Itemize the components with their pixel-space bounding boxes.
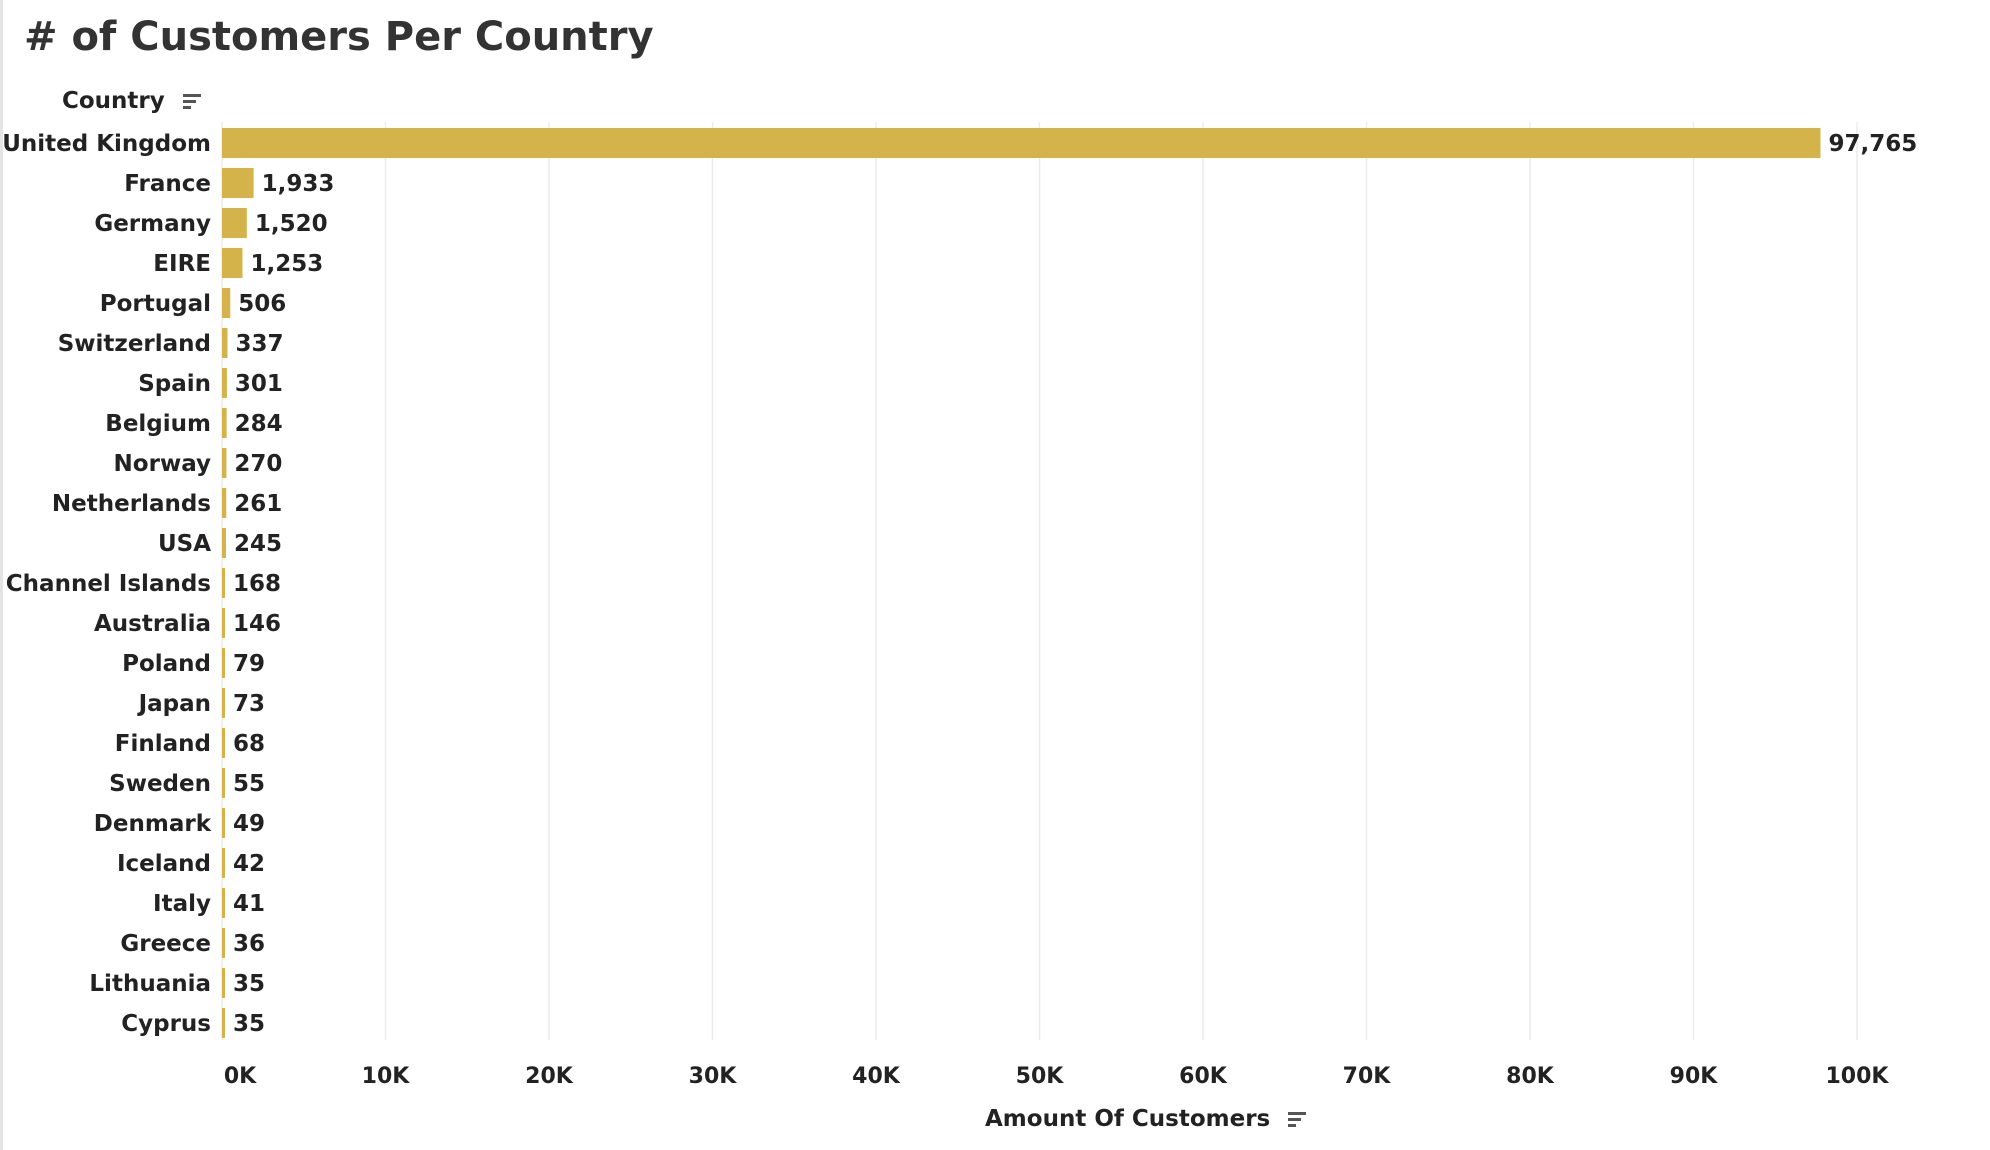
category-label: Channel Islands xyxy=(6,571,211,597)
category-label: Poland xyxy=(122,651,211,677)
bar[interactable] xyxy=(222,128,1821,158)
x-tick-label: 70K xyxy=(1343,1064,1392,1089)
category-label: Denmark xyxy=(94,811,212,837)
x-tick-label: 30K xyxy=(689,1064,738,1089)
y-axis-title: Country xyxy=(62,88,165,114)
value-label: 73 xyxy=(233,691,265,717)
value-label: 261 xyxy=(234,491,282,517)
category-label: Sweden xyxy=(109,771,211,797)
x-tick-label: 20K xyxy=(525,1064,574,1089)
sort-icon[interactable] xyxy=(182,91,201,112)
x-tick-label: 10K xyxy=(362,1064,411,1089)
value-label: 41 xyxy=(233,891,265,917)
value-label: 284 xyxy=(235,411,283,437)
value-label: 270 xyxy=(234,451,282,477)
value-label: 337 xyxy=(236,331,284,357)
value-label: 35 xyxy=(233,971,265,997)
category-label: Netherlands xyxy=(52,491,211,517)
bar[interactable] xyxy=(222,528,227,558)
category-label: Cyprus xyxy=(121,1011,211,1037)
bar[interactable] xyxy=(222,848,225,878)
bar[interactable] xyxy=(222,808,225,838)
x-tick-label: 60K xyxy=(1179,1064,1228,1089)
value-label: 1,253 xyxy=(250,251,323,277)
bar[interactable] xyxy=(222,448,227,478)
value-label: 1,933 xyxy=(262,171,335,197)
sort-icon[interactable] xyxy=(1288,1109,1307,1130)
value-label: 146 xyxy=(233,611,281,637)
bar[interactable] xyxy=(222,608,225,638)
value-label: 42 xyxy=(233,851,265,877)
x-axis-title: Amount Of Customers xyxy=(985,1106,1271,1132)
bar[interactable] xyxy=(222,648,225,678)
category-label: Finland xyxy=(115,731,211,757)
category-label: USA xyxy=(158,531,211,557)
category-label: Italy xyxy=(153,891,211,917)
bar[interactable] xyxy=(222,928,225,958)
category-label: Germany xyxy=(94,211,211,237)
value-label: 97,765 xyxy=(1828,131,1917,157)
bar[interactable] xyxy=(222,688,225,718)
bar[interactable] xyxy=(222,1008,225,1038)
category-label: France xyxy=(124,171,211,197)
x-tick-label: 0K xyxy=(224,1064,257,1089)
category-label: United Kingdom xyxy=(2,131,211,157)
category-label: Australia xyxy=(94,611,211,637)
x-tick-label: 90K xyxy=(1670,1064,1719,1089)
value-label: 68 xyxy=(233,731,265,757)
value-label: 55 xyxy=(233,771,265,797)
x-tick-label: 80K xyxy=(1506,1064,1555,1089)
x-axis-header[interactable]: Amount Of Customers xyxy=(985,1106,1307,1132)
category-label: Japan xyxy=(137,691,211,717)
category-label: Lithuania xyxy=(89,971,211,997)
bar[interactable] xyxy=(222,568,225,598)
category-label: EIRE xyxy=(153,251,211,277)
value-label: 1,520 xyxy=(255,211,328,237)
bar[interactable] xyxy=(222,248,243,278)
category-label: Belgium xyxy=(105,411,211,437)
category-label: Iceland xyxy=(117,851,211,877)
bar[interactable] xyxy=(222,488,227,518)
bar[interactable] xyxy=(222,328,228,358)
value-label: 168 xyxy=(233,571,281,597)
category-label: Portugal xyxy=(100,291,211,317)
bar[interactable] xyxy=(222,368,227,398)
chart-title: # of Customers Per Country xyxy=(24,14,654,60)
category-label: Greece xyxy=(120,931,211,957)
x-tick-label: 50K xyxy=(1016,1064,1065,1089)
value-label: 506 xyxy=(238,291,286,317)
y-axis-header[interactable]: Country xyxy=(62,88,201,114)
value-label: 245 xyxy=(234,531,282,557)
bar[interactable] xyxy=(222,408,227,438)
value-label: 49 xyxy=(233,811,265,837)
x-tick-label: 100K xyxy=(1826,1064,1890,1089)
bar[interactable] xyxy=(222,288,231,318)
x-tick-label: 40K xyxy=(852,1064,901,1089)
value-label: 36 xyxy=(233,931,265,957)
value-label: 301 xyxy=(235,371,283,397)
value-label: 35 xyxy=(233,1011,265,1037)
left-border xyxy=(0,0,3,1150)
bar[interactable] xyxy=(222,888,225,918)
bar[interactable] xyxy=(222,768,225,798)
value-label: 79 xyxy=(233,651,265,677)
bar[interactable] xyxy=(222,168,254,198)
bar[interactable] xyxy=(222,968,225,998)
category-label: Spain xyxy=(138,371,211,397)
bar[interactable] xyxy=(222,208,247,238)
category-label: Norway xyxy=(114,451,211,477)
bar[interactable] xyxy=(222,728,225,758)
category-label: Switzerland xyxy=(58,331,211,357)
